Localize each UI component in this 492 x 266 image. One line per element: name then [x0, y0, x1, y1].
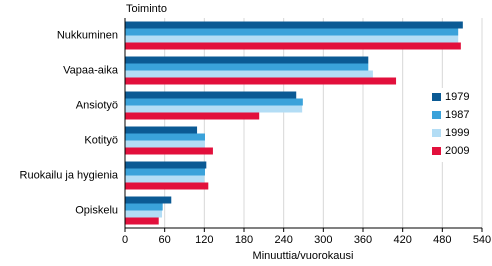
bar: [125, 98, 303, 106]
y-tick-label: Ruokailu ja hygienia: [20, 169, 119, 181]
x-tick-label: 360: [354, 234, 372, 246]
bar: [125, 203, 163, 211]
legend-label: 1987: [445, 109, 469, 121]
bar: [125, 91, 297, 99]
bar: [125, 161, 207, 169]
x-tick-label: 540: [473, 234, 491, 246]
bar: [125, 210, 163, 218]
y-tick-label: Ansiotyö: [76, 99, 118, 111]
x-tick-label: 60: [159, 234, 171, 246]
bar: [125, 182, 209, 190]
bar: [125, 77, 397, 85]
x-tick-label: 180: [235, 234, 253, 246]
bar: [125, 21, 463, 29]
legend-swatch: [432, 93, 441, 101]
bar: [125, 175, 205, 183]
bar: [125, 217, 159, 225]
bar: [125, 63, 369, 71]
bar: [125, 147, 213, 155]
bar: [125, 126, 198, 134]
x-tick-label: 300: [314, 234, 332, 246]
legend-swatch: [432, 129, 441, 137]
bar: [125, 112, 260, 120]
bar: [125, 168, 205, 176]
x-axis-title: Minuuttia/vuorokausi: [253, 250, 354, 262]
y-axis-title: Toiminto: [126, 3, 167, 15]
bar: [125, 140, 205, 148]
y-tick-label: Nukkuminen: [57, 29, 118, 41]
bar: [125, 28, 459, 36]
bar: [125, 35, 459, 43]
x-tick-label: 0: [122, 234, 128, 246]
bar: [125, 196, 172, 204]
y-tick-label: Opiskelu: [75, 204, 118, 216]
legend-label: 2009: [445, 145, 469, 157]
legend-swatch: [432, 147, 441, 155]
legend-label: 1999: [445, 127, 469, 139]
bar: [125, 42, 461, 50]
legend-swatch: [432, 111, 441, 119]
bar: [125, 105, 303, 113]
x-tick-label: 420: [393, 234, 411, 246]
x-tick-label: 240: [274, 234, 292, 246]
bar: [125, 133, 205, 141]
x-tick-label: 120: [195, 234, 213, 246]
bar: [125, 56, 369, 64]
y-tick-label: Kotityö: [84, 134, 118, 146]
bar: [125, 70, 373, 78]
x-tick-label: 480: [433, 234, 451, 246]
y-tick-label: Vapaa-aika: [63, 64, 119, 76]
legend-label: 1979: [445, 91, 469, 103]
